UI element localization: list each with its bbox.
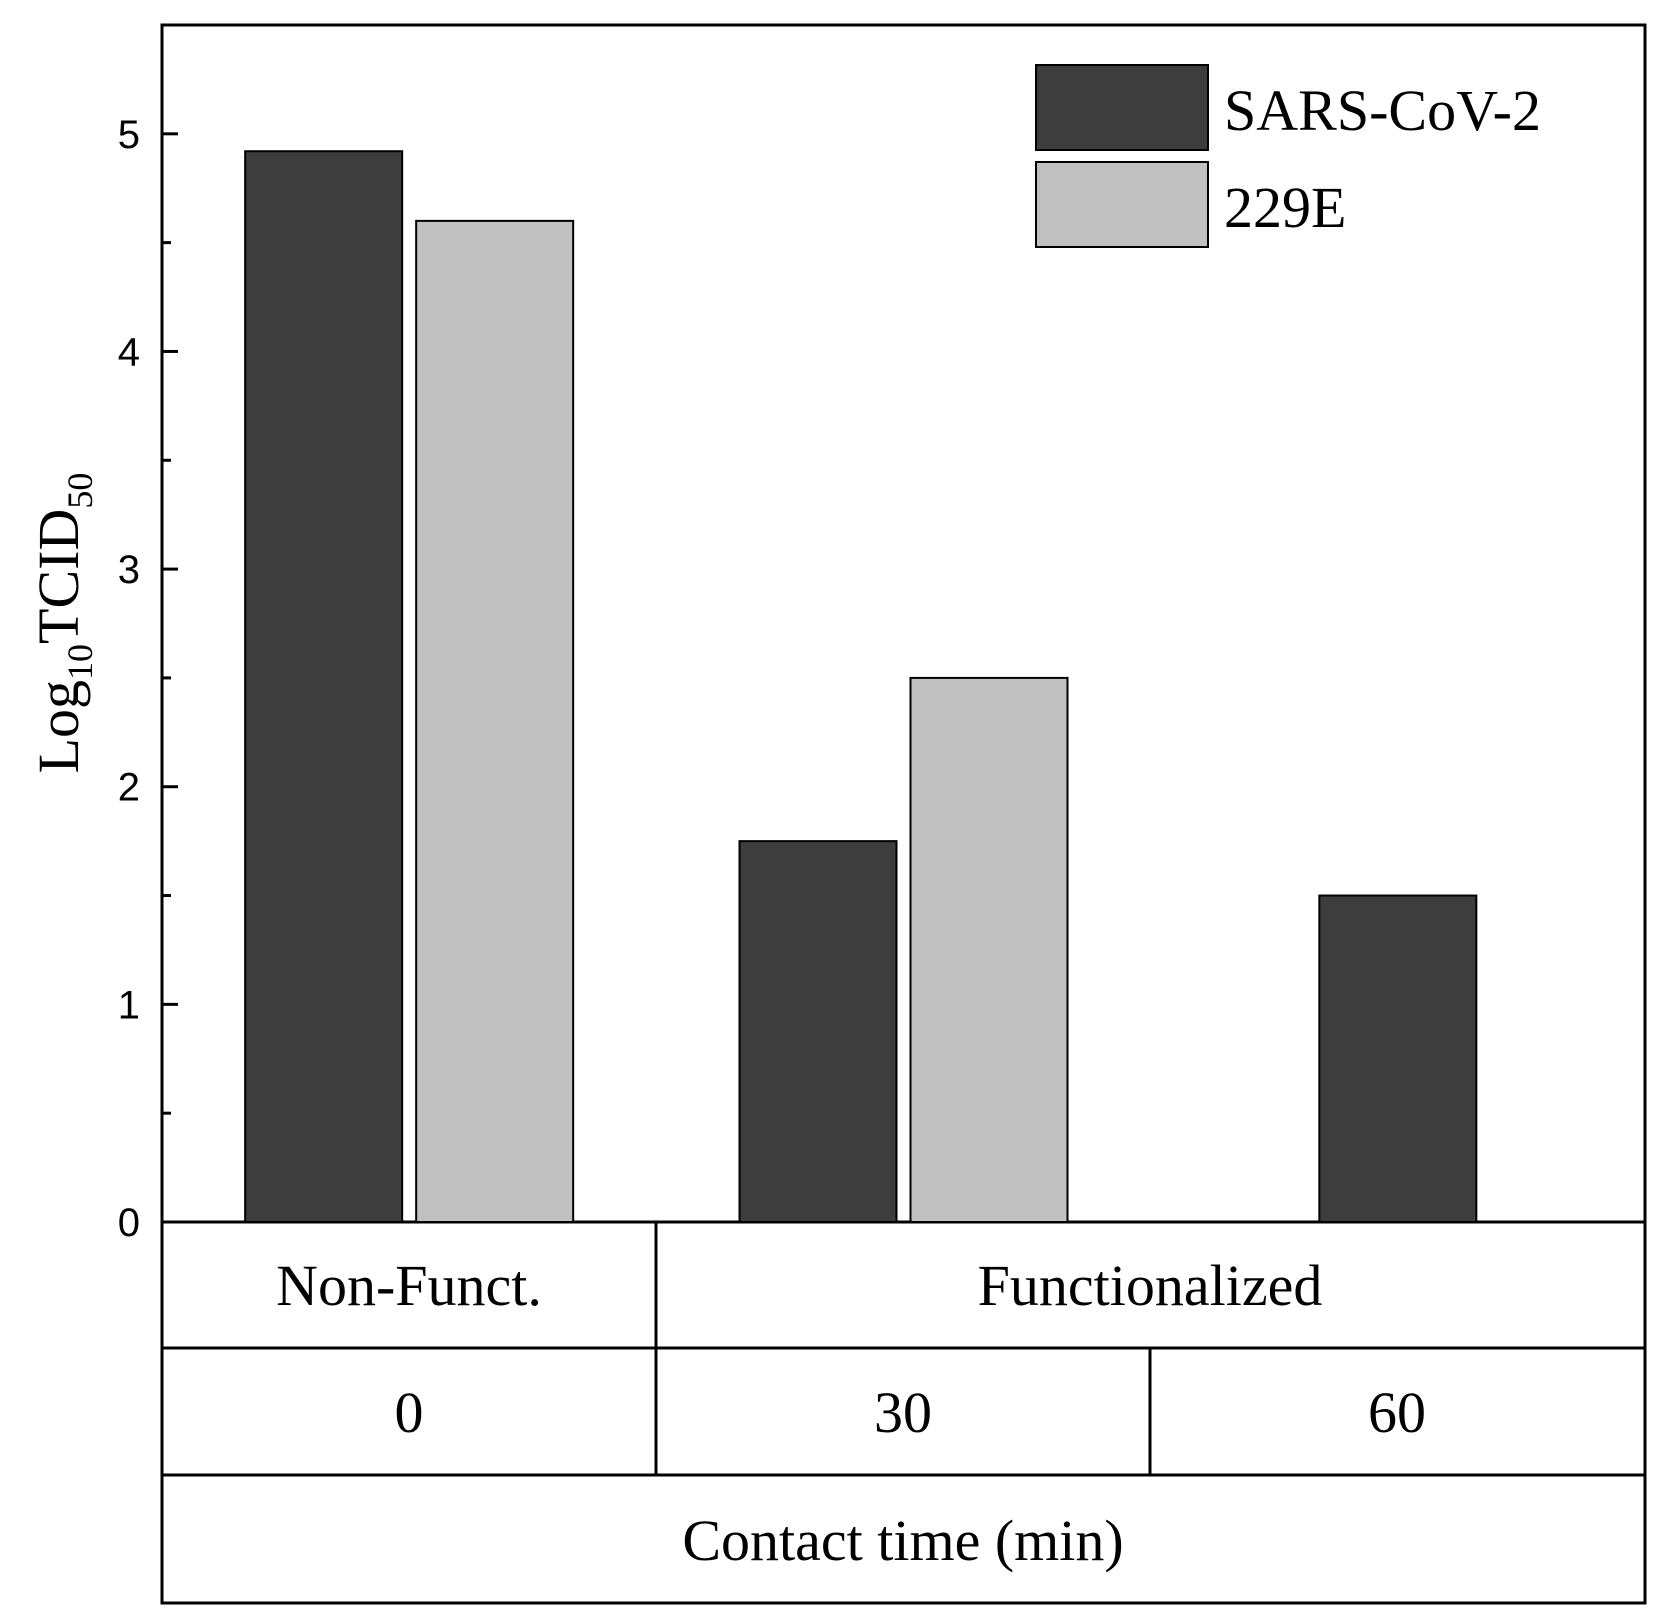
group-label-functionalized: Functionalized [978,1253,1323,1318]
y-tick-label-0: 0 [118,1201,140,1245]
y-tick-label-1: 1 [118,983,140,1027]
x-axis-label: Contact time (min) [682,1508,1123,1573]
bar-229e-0 [415,219,575,1223]
y-axis-label-base: Log [26,680,91,773]
bars [244,150,1478,1224]
plot-frame [160,23,1647,1605]
legend-label-229e: 229E [1224,175,1346,240]
legend-swatch-229e [1035,161,1209,248]
category-label-0: 0 [395,1380,424,1445]
category-label-30: 30 [874,1380,932,1445]
bar-sars-cov-2-60 [1318,894,1478,1224]
y-tick-label-4: 4 [118,330,140,374]
legend-swatch-sars-cov-2 [1035,64,1209,151]
bar-sars-cov-2-30 [738,840,898,1223]
y-axis-label: Log10TCID50 [26,473,100,774]
y-axis-label-mid: TCID [26,509,91,644]
y-tick-label-3: 3 [118,548,140,592]
bar-sars-cov-2-0 [244,150,404,1223]
legend: SARS-CoV-2 229E [1035,64,1541,248]
y-axis-label-sub1: 10 [60,644,100,680]
legend-label-sars-cov-2: SARS-CoV-2 [1224,78,1541,143]
y-tick-label-5: 5 [118,113,140,157]
bar-229e-30 [909,676,1069,1223]
y-tick-label-2: 2 [118,766,140,810]
category-label-60: 60 [1368,1380,1426,1445]
y-axis-label-sub2: 50 [60,473,100,509]
group-label-non-funct: Non-Funct. [276,1253,542,1318]
y-axis-ticks: 0 1 2 3 4 5 [118,113,178,1245]
